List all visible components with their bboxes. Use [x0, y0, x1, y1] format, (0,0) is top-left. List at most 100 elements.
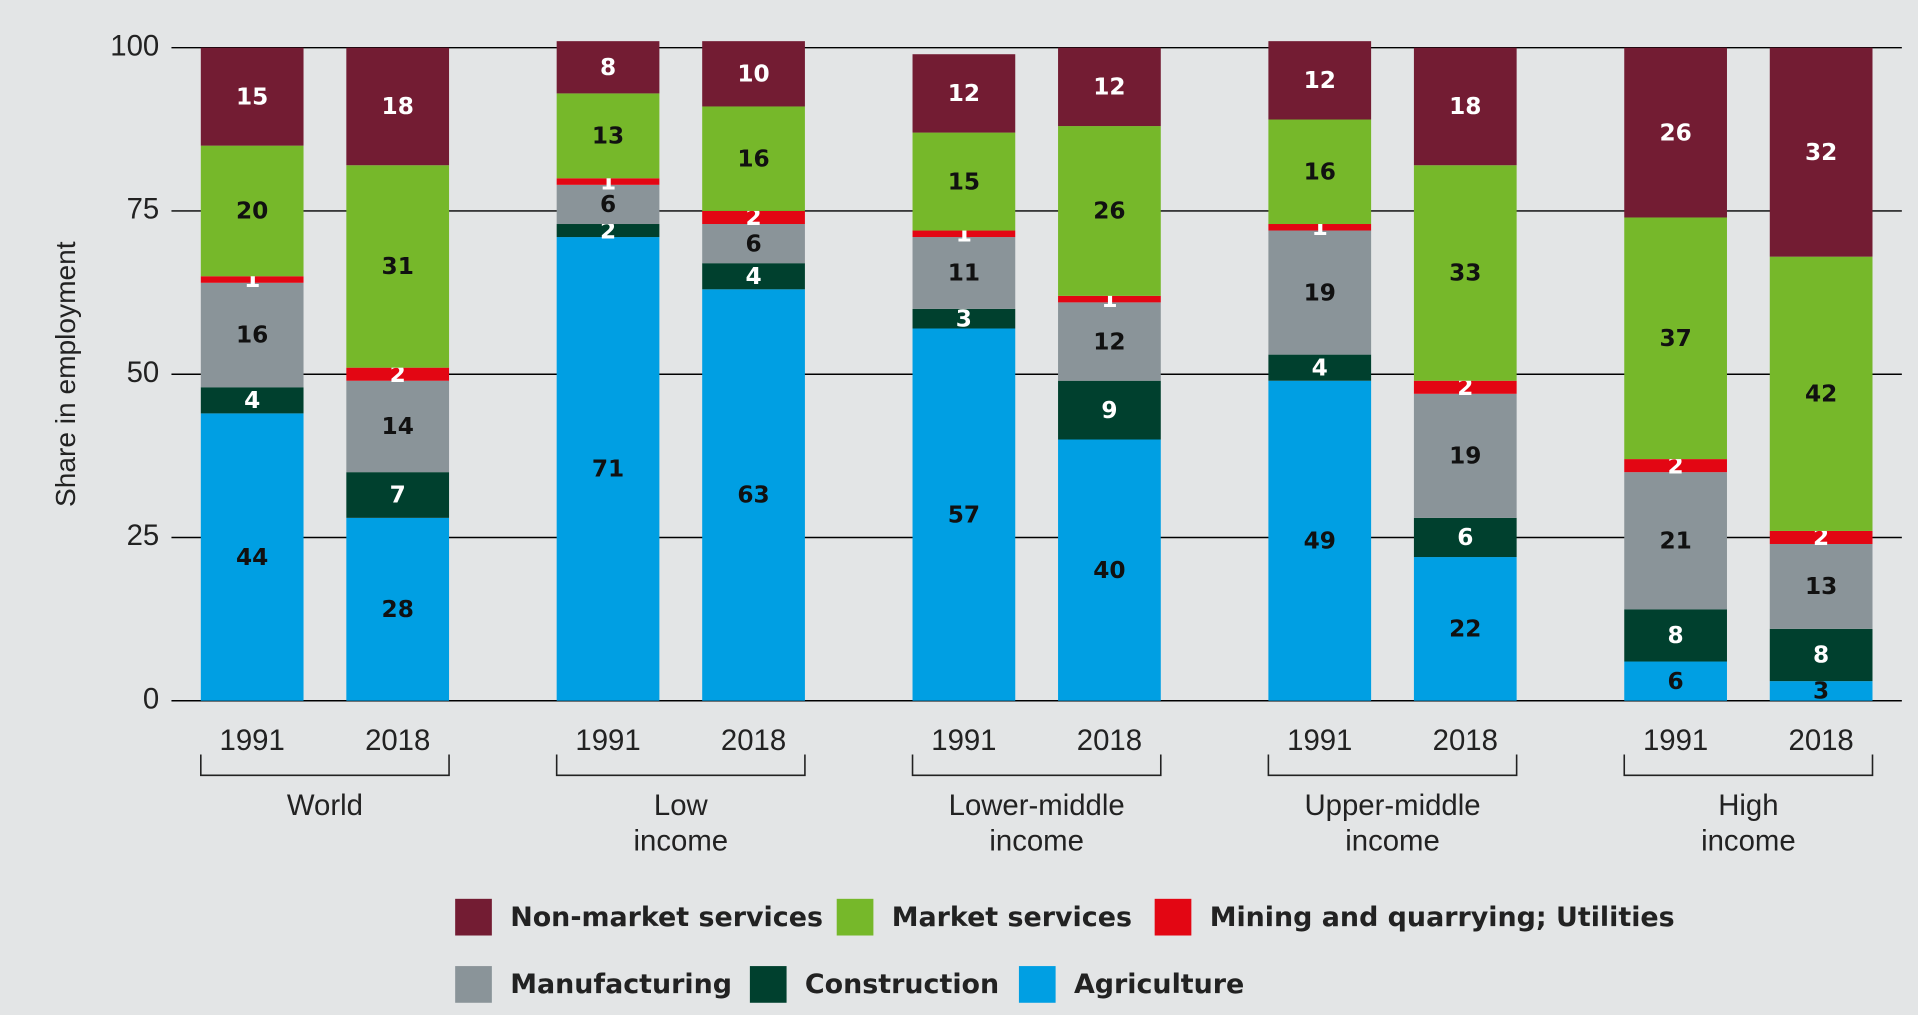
x-tick-label: 1991 — [575, 724, 640, 757]
group-bracket — [911, 754, 1162, 777]
bar-segment — [1268, 41, 1372, 120]
data-label: 10 — [737, 61, 769, 88]
data-label: 42 — [1805, 381, 1837, 408]
data-label: 49 — [1304, 527, 1336, 554]
group-label: income — [989, 824, 1084, 857]
data-label: 13 — [592, 123, 624, 150]
group-label: Low — [654, 789, 709, 822]
x-tick-label: 1991 — [931, 724, 996, 757]
bar-segment — [556, 178, 660, 185]
bar-segment — [1769, 530, 1873, 544]
group-label: World — [287, 789, 363, 822]
data-label: 6 — [1457, 524, 1473, 551]
x-tick-label: 2018 — [721, 724, 786, 757]
data-label: 3 — [956, 305, 972, 332]
bar-segment — [346, 165, 450, 368]
bar-segment — [346, 47, 450, 166]
bar-segment — [200, 413, 304, 701]
bar-segment — [702, 289, 805, 701]
bar-segment — [1268, 230, 1372, 355]
bar-segment — [1769, 47, 1873, 257]
y-tick-label: 0 — [143, 682, 159, 715]
group-label: income — [1345, 824, 1440, 857]
data-label: 16 — [236, 322, 268, 349]
group-label: income — [1701, 824, 1796, 857]
bar-segment — [556, 184, 660, 225]
group-label: income — [634, 824, 729, 857]
bar-segment — [1058, 47, 1161, 127]
data-label: 8 — [1813, 642, 1829, 669]
data-label: 2 — [600, 217, 616, 244]
bar-segment — [200, 145, 304, 277]
bar-segment — [702, 41, 805, 107]
data-label: 14 — [382, 413, 414, 440]
bar-segment — [200, 387, 304, 414]
data-label: 33 — [1449, 260, 1481, 287]
bar-segment — [200, 47, 304, 146]
bar-segment — [346, 472, 450, 518]
bar-segment — [1413, 165, 1517, 381]
group-bracket — [1267, 754, 1518, 777]
data-label: 8 — [600, 54, 616, 81]
x-tick-label: 1991 — [1287, 724, 1352, 757]
bar-segment — [1268, 119, 1372, 225]
bar-segment — [1624, 459, 1727, 473]
bar-segment — [346, 367, 450, 381]
data-label: 31 — [382, 253, 414, 280]
x-tick-label: 2018 — [1077, 724, 1142, 757]
x-tick-label: 2018 — [1433, 724, 1498, 757]
bar-segment — [556, 237, 660, 701]
bar-segment — [1769, 543, 1873, 629]
legend-label: Construction — [805, 969, 999, 1000]
bar-segment — [556, 93, 660, 179]
data-label: 4 — [745, 263, 761, 290]
data-label: 28 — [382, 596, 414, 623]
group-label: Upper-middle — [1304, 789, 1480, 822]
bar-segment — [1268, 224, 1372, 231]
group-bracket — [200, 754, 450, 777]
bar-segment — [1058, 380, 1161, 440]
data-label: 37 — [1659, 325, 1691, 352]
legend-label: Non-market services — [510, 902, 823, 933]
group-bracket — [555, 754, 806, 777]
data-label: 12 — [948, 80, 980, 107]
data-label: 44 — [236, 544, 268, 571]
data-label: 16 — [1304, 158, 1336, 185]
bar-segment — [1413, 393, 1517, 518]
bar-segment — [556, 224, 660, 238]
data-label: 12 — [1093, 74, 1125, 101]
bar-segment — [1769, 256, 1873, 531]
legend-label: Mining and quarrying; Utilities — [1210, 902, 1675, 933]
bar-segment — [702, 224, 805, 264]
group-label: Lower-middle — [949, 789, 1125, 822]
data-label: 19 — [1304, 279, 1336, 306]
y-tick-label: 25 — [127, 519, 160, 552]
x-tick-label: 2018 — [1789, 724, 1854, 757]
x-tick-label: 2018 — [365, 724, 430, 757]
legend-label: Market services — [892, 902, 1132, 933]
data-label: 6 — [600, 191, 616, 218]
data-label: 16 — [737, 145, 769, 172]
x-tick-label: 1991 — [1643, 724, 1708, 757]
legend-swatch — [1018, 966, 1056, 1003]
legend-label: Agriculture — [1074, 969, 1244, 1000]
data-label: 26 — [1659, 119, 1691, 146]
bar-segment — [1624, 47, 1727, 218]
bar-segment — [1058, 295, 1161, 303]
bar-segment — [1413, 47, 1517, 166]
data-label: 71 — [592, 456, 624, 483]
data-label: 32 — [1805, 139, 1837, 166]
data-label: 15 — [948, 168, 980, 195]
data-label: 20 — [236, 198, 268, 225]
data-label: 8 — [1668, 622, 1684, 649]
bar-segment — [200, 276, 304, 283]
bar-segment — [702, 263, 805, 290]
data-label: 3 — [1813, 678, 1829, 705]
legend-swatch — [836, 898, 874, 936]
data-label: 12 — [1093, 328, 1125, 355]
bar-segment — [1769, 681, 1873, 701]
data-label: 4 — [244, 387, 260, 414]
x-tick-label: 1991 — [220, 724, 285, 757]
